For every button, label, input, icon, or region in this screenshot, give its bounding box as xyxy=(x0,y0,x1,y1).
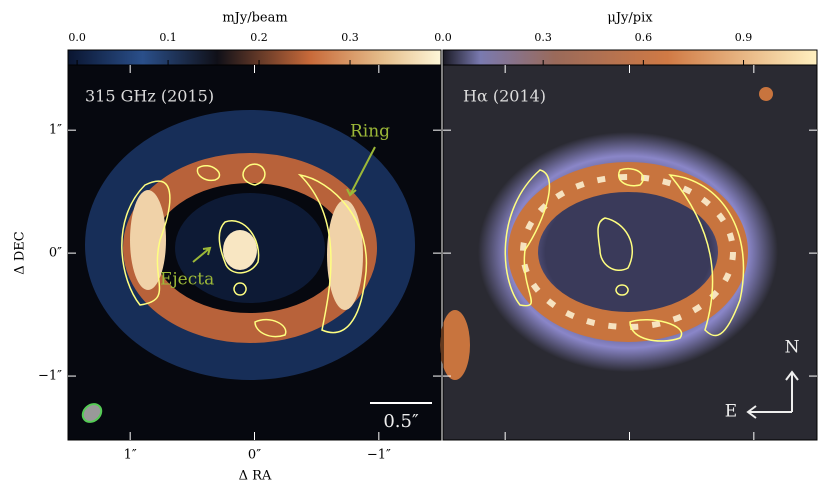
x-tick-label: 0″ xyxy=(248,448,261,463)
halpha-image xyxy=(440,65,817,440)
y-tick-label: 1″ xyxy=(49,123,62,138)
radio-image xyxy=(68,65,441,440)
colorbar xyxy=(442,49,818,66)
colorbar-tick-label: 0.3 xyxy=(341,31,359,44)
y-tick-label: 0″ xyxy=(49,246,62,261)
colorbar-tick-label: 0.3 xyxy=(534,31,552,44)
colorbar-tick-label: 0.0 xyxy=(434,31,452,44)
annotation: Ring xyxy=(350,122,390,142)
scalebar-label: 0.5″ xyxy=(383,411,419,432)
colorbar-tick-label: 0.9 xyxy=(735,31,753,44)
colorbar xyxy=(67,49,442,66)
colorbar-tick-label: 0.0 xyxy=(68,31,86,44)
compass-label: N xyxy=(785,338,800,358)
x-tick-label: 1″ xyxy=(124,448,137,463)
x-axis-label: Δ RA xyxy=(239,469,272,484)
colorbar-label: mJy/beam xyxy=(222,11,287,26)
colorbar-label: μJy/pix xyxy=(607,11,653,26)
y-axis-label: Δ DEC xyxy=(13,231,28,274)
panel-title: 315 GHz (2015) xyxy=(85,87,214,106)
x-tick-label: −1″ xyxy=(367,448,391,463)
annotation: Ejecta xyxy=(160,270,214,290)
compass-label: E xyxy=(725,402,737,422)
y-tick-label: −1″ xyxy=(38,369,62,384)
colorbar-tick-label: 0.1 xyxy=(159,31,177,44)
colorbar-tick-label: 0.6 xyxy=(635,31,653,44)
panel-title: Hα (2014) xyxy=(463,87,546,106)
colorbar-tick-label: 0.2 xyxy=(250,31,268,44)
